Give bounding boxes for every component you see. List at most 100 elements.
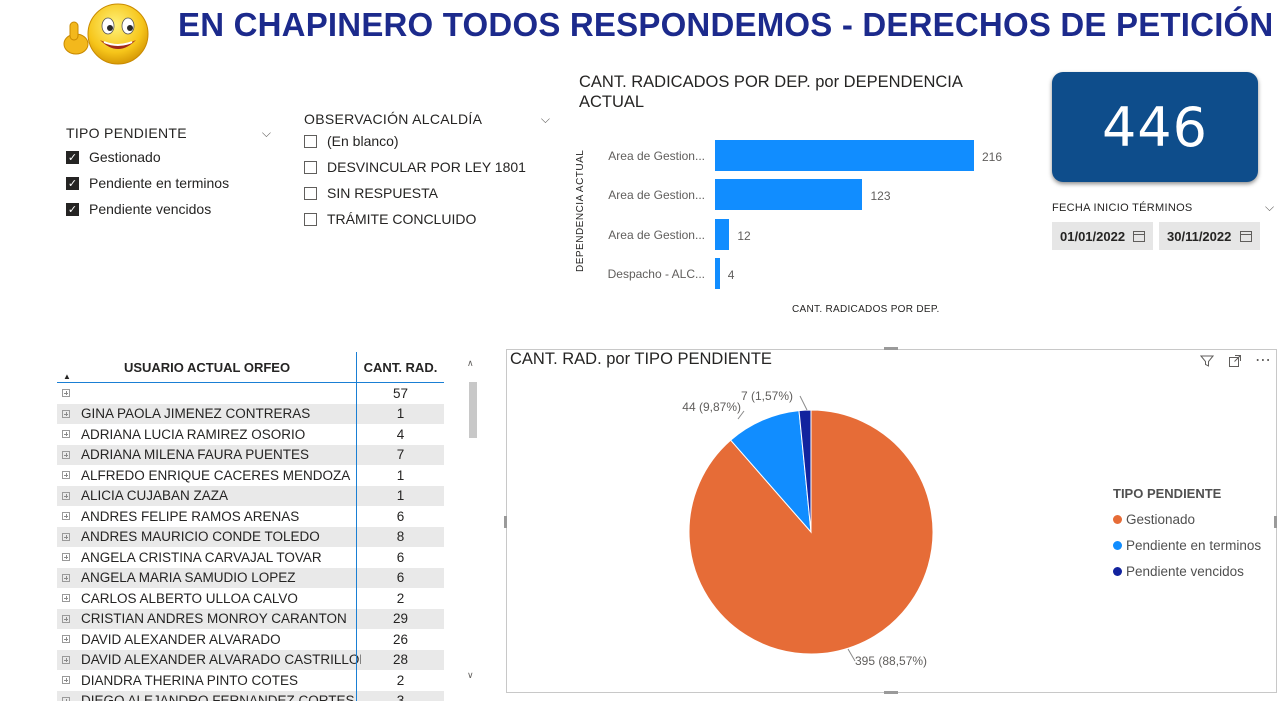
- bar[interactable]: [715, 257, 720, 289]
- count-cell: 7: [396, 447, 405, 463]
- scroll-down-icon[interactable]: ∨: [467, 670, 474, 680]
- scrollbar-thumb[interactable]: [469, 382, 477, 438]
- chevron-down-icon[interactable]: ⌵: [540, 111, 550, 126]
- date-slicer-label: FECHA INICIO TÉRMINOS: [1052, 202, 1193, 214]
- expand-plus-icon[interactable]: [62, 532, 70, 541]
- resize-handle-left[interactable]: [504, 516, 507, 528]
- table-row[interactable]: ALICIA CUJABAN ZAZA 1: [57, 485, 444, 506]
- slicer-option-pendiente-vencidos[interactable]: Pendiente vencidos: [66, 196, 271, 222]
- option-label: TRÁMITE CONCLUIDO: [327, 211, 477, 227]
- resize-handle-right[interactable]: [1274, 516, 1277, 528]
- column-header-user[interactable]: USUARIO ACTUAL ORFEO: [123, 359, 291, 375]
- date-end-input[interactable]: 30/11/2022: [1159, 222, 1260, 250]
- slicer-option-tramite-concluido[interactable]: TRÁMITE CONCLUIDO: [304, 206, 550, 232]
- table-row[interactable]: DIEGO ALEJANDRO FERNANDEZ CORTES 3: [57, 690, 444, 701]
- table-row[interactable]: ANDRES FELIPE RAMOS ARENAS 6: [57, 506, 444, 527]
- chevron-down-icon[interactable]: ⌵: [1265, 200, 1275, 214]
- expand-plus-icon[interactable]: [62, 471, 70, 480]
- checkbox-icon[interactable]: [304, 186, 317, 200]
- checkbox-checked-icon[interactable]: [66, 176, 79, 190]
- expand-plus-icon[interactable]: [62, 573, 70, 582]
- bar-category-label: Despacho - ALC...: [607, 266, 705, 281]
- chevron-down-icon[interactable]: ⌵: [261, 125, 271, 140]
- option-label: SIN RESPUESTA: [327, 185, 438, 201]
- count-cell: 2: [396, 590, 405, 606]
- resize-handle-top[interactable]: [884, 347, 898, 350]
- table-row[interactable]: ADRIANA LUCIA RAMIREZ OSORIO 4: [57, 424, 444, 445]
- date-end-value: 30/11/2022: [1167, 228, 1232, 244]
- expand-plus-icon[interactable]: [62, 696, 70, 701]
- user-name-cell: DIEGO ALEJANDRO FERNANDEZ CORTES: [81, 693, 355, 701]
- table-row[interactable]: ANDRES MAURICIO CONDE TOLEDO 8: [57, 526, 444, 547]
- filter-icon[interactable]: [1199, 354, 1215, 371]
- focus-mode-icon[interactable]: [1228, 354, 1242, 371]
- count-cell: 57: [392, 385, 409, 401]
- kpi-card-total: 446: [1052, 72, 1258, 182]
- checkbox-icon[interactable]: [304, 212, 317, 226]
- column-header-count[interactable]: CANT. RAD.: [363, 359, 438, 375]
- checkbox-icon[interactable]: [304, 160, 317, 174]
- slicer-tipo-pendiente: TIPO PENDIENTE ⌵ Gestionado Pendiente en…: [66, 124, 271, 222]
- user-name-cell: ADRIANA MILENA FAURA PUENTES: [81, 447, 310, 463]
- bar-chart-x-axis-label: CANT. RADICADOS POR DEP.: [792, 304, 940, 315]
- calendar-icon[interactable]: [1133, 230, 1145, 242]
- more-options-icon[interactable]: ⋯: [1255, 352, 1271, 369]
- user-name-cell: CARLOS ALBERTO ULLOA CALVO: [81, 590, 298, 606]
- legend-item[interactable]: Pendiente en terminos: [1113, 532, 1273, 558]
- count-cell: 1: [396, 467, 405, 483]
- slicer-option-sin-respuesta[interactable]: SIN RESPUESTA: [304, 180, 550, 206]
- resize-handle-bottom[interactable]: [884, 691, 898, 694]
- pie-slice[interactable]: [798, 409, 812, 533]
- table-row[interactable]: DAVID ALEXANDER ALVARADO CASTRILLON 28: [57, 649, 444, 670]
- table-row[interactable]: GINA PAOLA JIMENEZ CONTRERAS 1: [57, 403, 444, 424]
- table-row[interactable]: ANGELA CRISTINA CARVAJAL TOVAR 6: [57, 547, 444, 568]
- pie-slice[interactable]: [729, 410, 812, 534]
- slicer-option-pendiente-en-terminos[interactable]: Pendiente en terminos: [66, 170, 271, 196]
- expand-plus-icon[interactable]: [62, 409, 70, 418]
- expand-plus-icon[interactable]: [62, 491, 70, 500]
- bar[interactable]: [715, 179, 863, 211]
- expand-plus-icon[interactable]: [62, 553, 70, 562]
- expand-plus-icon[interactable]: [62, 614, 70, 623]
- expand-plus-icon[interactable]: [62, 594, 70, 603]
- count-cell: 26: [392, 631, 409, 647]
- checkbox-checked-icon[interactable]: [66, 202, 79, 216]
- slicer-option-en-blanco[interactable]: (En blanco): [304, 128, 550, 154]
- table-row[interactable]: ADRIANA MILENA FAURA PUENTES 7: [57, 444, 444, 465]
- scroll-up-icon[interactable]: ∧: [467, 358, 474, 368]
- bar-value-label: 123: [870, 189, 891, 204]
- bar[interactable]: [715, 140, 974, 171]
- bar[interactable]: [715, 218, 730, 250]
- slicer-title: OBSERVACIÓN ALCALDÍA: [304, 111, 483, 127]
- expand-plus-icon[interactable]: [62, 450, 70, 459]
- legend-item[interactable]: Gestionado: [1113, 506, 1273, 532]
- table-row[interactable]: DIANDRA THERINA PINTO COTES 2: [57, 670, 444, 691]
- table-row[interactable]: 57: [57, 383, 444, 404]
- option-label: Pendiente vencidos: [89, 201, 212, 217]
- table-row[interactable]: CRISTIAN ANDRES MONROY CARANTON 29: [57, 608, 444, 629]
- table-row[interactable]: ALFREDO ENRIQUE CACERES MENDOZA 1: [57, 465, 444, 486]
- expand-plus-icon[interactable]: [62, 655, 70, 664]
- checkbox-checked-icon[interactable]: [66, 150, 79, 164]
- user-name-cell: ANDRES FELIPE RAMOS ARENAS: [81, 508, 300, 524]
- user-name-cell: CRISTIAN ANDRES MONROY CARANTON: [81, 611, 347, 627]
- expand-plus-icon[interactable]: [62, 389, 70, 398]
- count-cell: 2: [396, 672, 405, 688]
- table-row[interactable]: CARLOS ALBERTO ULLOA CALVO 2: [57, 588, 444, 609]
- expand-plus-icon[interactable]: [62, 430, 70, 439]
- sort-ascending-icon[interactable]: ▲: [63, 372, 71, 381]
- table-row[interactable]: ANGELA MARIA SAMUDIO LOPEZ 6: [57, 567, 444, 588]
- legend-item[interactable]: Pendiente vencidos: [1113, 558, 1273, 584]
- user-name-cell: ADRIANA LUCIA RAMIREZ OSORIO: [81, 426, 306, 442]
- page-title: EN CHAPINERO TODOS RESPONDEMOS - DERECHO…: [178, 6, 1274, 43]
- expand-plus-icon[interactable]: [62, 512, 70, 521]
- table-row[interactable]: DAVID ALEXANDER ALVARADO 26: [57, 629, 444, 650]
- checkbox-icon[interactable]: [304, 134, 317, 148]
- count-cell: 28: [392, 652, 409, 668]
- calendar-icon[interactable]: [1240, 230, 1252, 242]
- date-start-input[interactable]: 01/01/2022: [1052, 222, 1153, 250]
- expand-plus-icon[interactable]: [62, 676, 70, 685]
- slicer-option-desvincular[interactable]: DESVINCULAR POR LEY 1801: [304, 154, 550, 180]
- slicer-option-gestionado[interactable]: Gestionado: [66, 144, 271, 170]
- expand-plus-icon[interactable]: [62, 635, 70, 644]
